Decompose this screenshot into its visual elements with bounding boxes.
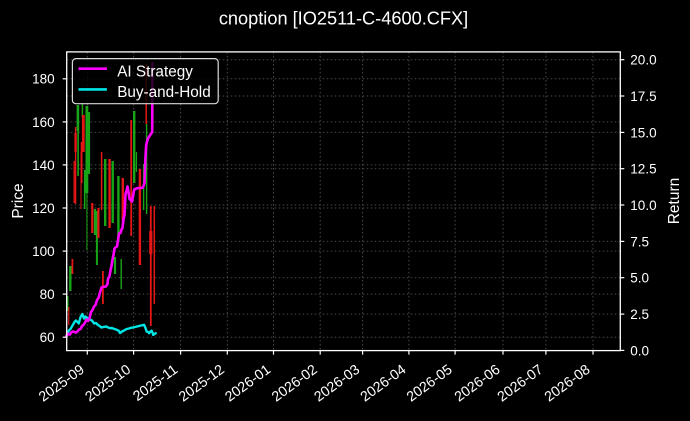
svg-text:Return: Return bbox=[666, 178, 683, 225]
svg-text:160: 160 bbox=[32, 115, 55, 130]
svg-text:5.0: 5.0 bbox=[630, 271, 649, 286]
svg-text:80: 80 bbox=[40, 287, 55, 302]
svg-text:Price: Price bbox=[10, 183, 27, 218]
svg-text:180: 180 bbox=[32, 72, 55, 87]
svg-text:15.0: 15.0 bbox=[630, 125, 656, 140]
svg-text:12.5: 12.5 bbox=[630, 162, 656, 177]
svg-text:AI Strategy: AI Strategy bbox=[117, 64, 193, 81]
svg-text:120: 120 bbox=[32, 201, 55, 216]
svg-text:cnoption [IO2511-C-4600.CFX]: cnoption [IO2511-C-4600.CFX] bbox=[219, 8, 468, 28]
svg-text:140: 140 bbox=[32, 158, 55, 173]
svg-text:17.5: 17.5 bbox=[630, 89, 656, 104]
svg-text:Buy-and-Hold: Buy-and-Hold bbox=[117, 84, 211, 101]
svg-text:20.0: 20.0 bbox=[630, 53, 656, 68]
svg-text:7.5: 7.5 bbox=[630, 234, 649, 249]
svg-text:10.0: 10.0 bbox=[630, 198, 656, 213]
svg-text:100: 100 bbox=[32, 244, 55, 259]
svg-text:60: 60 bbox=[40, 330, 55, 345]
svg-text:2.5: 2.5 bbox=[630, 307, 649, 322]
svg-text:0.0: 0.0 bbox=[630, 343, 649, 358]
